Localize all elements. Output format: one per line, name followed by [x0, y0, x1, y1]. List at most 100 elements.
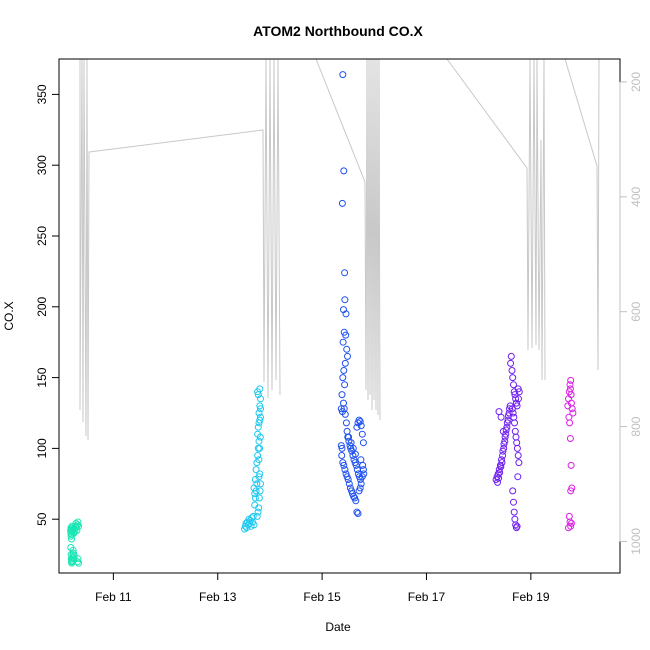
data-point	[338, 391, 346, 399]
data-point	[510, 381, 517, 389]
y2-tick-label: 600	[629, 301, 643, 321]
data-point	[497, 463, 505, 471]
data-point	[507, 359, 515, 367]
data-point	[357, 480, 365, 488]
data-point	[506, 405, 513, 413]
data-point	[357, 422, 365, 430]
profile-line	[446, 58, 546, 381]
data-point	[508, 367, 516, 374]
data-point	[257, 480, 264, 488]
data-point	[344, 352, 351, 360]
data-point	[255, 456, 263, 464]
data-point	[512, 521, 520, 529]
data-point	[338, 452, 346, 459]
data-point	[359, 439, 367, 447]
data-point	[254, 508, 262, 516]
data-point	[503, 419, 511, 427]
data-point	[510, 413, 518, 421]
y-tick-label: 350	[35, 84, 49, 104]
data-point	[566, 435, 574, 442]
data-point	[341, 381, 349, 389]
data-point	[565, 413, 573, 421]
profile-line	[79, 58, 281, 441]
data-point	[255, 494, 263, 502]
data-point	[565, 512, 573, 520]
data-point	[251, 494, 259, 502]
data-point	[509, 374, 517, 382]
data-point	[257, 413, 264, 421]
data-point	[512, 399, 520, 407]
data-point	[515, 459, 523, 467]
y-tick-label: 50	[35, 512, 49, 526]
data-point	[359, 466, 367, 474]
data-point	[354, 510, 362, 517]
data-point	[251, 490, 259, 498]
data-point	[511, 419, 518, 427]
data-point	[569, 409, 577, 417]
y2-tick-label: 200	[629, 72, 643, 92]
data-point	[337, 442, 345, 450]
profile-line	[315, 58, 381, 421]
y-axis: 50 100 150 200 250 300 350	[35, 84, 60, 526]
data-point	[339, 374, 347, 382]
data-point	[75, 522, 83, 530]
data-point	[342, 419, 350, 427]
data-point	[253, 512, 261, 520]
data-point	[257, 405, 264, 413]
data-point	[515, 395, 522, 403]
data-point	[567, 376, 575, 384]
y-tick-label: 150	[35, 367, 49, 387]
data-point	[340, 399, 347, 407]
data-point	[250, 521, 258, 529]
data-point	[509, 487, 517, 495]
data-point	[254, 452, 262, 459]
data-point	[256, 487, 264, 495]
data-point	[510, 508, 518, 516]
data-point	[255, 504, 263, 512]
data-point	[353, 466, 361, 474]
data-point	[74, 555, 82, 563]
data-point	[356, 418, 364, 425]
data-point	[343, 345, 351, 353]
profile-line	[564, 58, 600, 371]
data-point	[512, 395, 520, 403]
data-point	[341, 466, 349, 474]
data-point	[358, 430, 366, 438]
data-point	[341, 269, 349, 277]
data-point	[256, 402, 264, 410]
data-point	[345, 480, 353, 488]
data-point	[500, 444, 508, 452]
data-point	[514, 385, 522, 393]
data-point	[257, 395, 264, 403]
data-point	[255, 409, 263, 417]
x-axis-label: Date	[325, 620, 351, 634]
x-tick-label: Feb 19	[512, 590, 550, 604]
data-point	[344, 476, 352, 483]
data-point	[341, 296, 349, 304]
data-point	[509, 409, 517, 417]
data-point	[566, 419, 574, 427]
data-point	[350, 493, 358, 500]
data-point	[74, 558, 81, 566]
data-point	[498, 456, 505, 464]
data-point	[341, 359, 349, 367]
data-point	[514, 473, 522, 481]
data-point	[338, 444, 346, 452]
data-point	[340, 367, 348, 374]
data-point	[255, 473, 263, 481]
data-point	[512, 433, 520, 441]
data-point	[359, 461, 367, 469]
data-point	[360, 470, 368, 478]
data-point	[256, 433, 264, 441]
data-point	[345, 433, 353, 441]
data-point	[340, 461, 348, 469]
data-point	[494, 478, 501, 486]
data-point	[342, 331, 350, 339]
y2-tick-label: 1000	[629, 528, 643, 555]
data-point	[256, 416, 264, 424]
data-point	[503, 423, 511, 431]
y-tick-label: 200	[35, 296, 49, 316]
data-point	[356, 484, 364, 492]
data-point	[566, 381, 574, 389]
data-point	[508, 405, 516, 413]
